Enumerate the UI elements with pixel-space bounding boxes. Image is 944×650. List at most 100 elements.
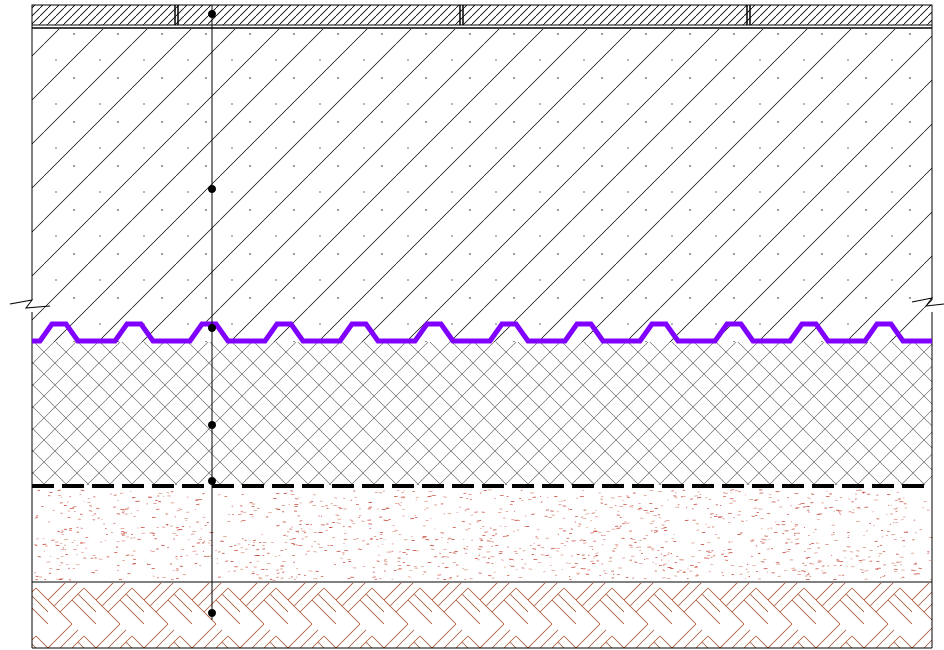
sand-grain <box>675 506 679 508</box>
sand-grain <box>876 518 880 520</box>
sand-grain <box>310 524 313 526</box>
sand-grain <box>383 519 386 521</box>
sand-grain <box>424 500 428 503</box>
sand-grain <box>491 562 494 565</box>
sand-grain <box>880 576 882 579</box>
sand-grain <box>218 551 221 553</box>
sand-grain <box>595 552 599 554</box>
sand-grain <box>176 577 179 579</box>
sand-grain <box>665 520 670 522</box>
sand-grain <box>585 513 590 515</box>
sand-grain <box>658 564 663 567</box>
sand-grain <box>479 546 483 548</box>
sand-grain <box>276 525 280 527</box>
reference-points <box>208 10 216 617</box>
sand-grain <box>431 545 435 547</box>
sand-grain <box>190 533 195 535</box>
sand-grain <box>199 536 202 539</box>
sand-grain <box>49 491 53 493</box>
sand-grain <box>173 538 175 540</box>
sand-grain <box>638 562 643 565</box>
tile-layer <box>31 4 933 26</box>
sand-grain <box>777 499 780 501</box>
sand-grain <box>282 571 285 573</box>
sand-grain <box>872 524 875 526</box>
sand-grain <box>407 576 412 578</box>
sand-grain <box>462 568 465 570</box>
sand-grain <box>639 507 642 509</box>
sand-grain <box>750 555 753 557</box>
sand-grain <box>91 572 95 574</box>
sand-grain <box>674 492 677 494</box>
sand-grain <box>848 498 851 500</box>
sand-grain <box>251 505 255 508</box>
sand-grain <box>478 554 481 556</box>
sand-grain <box>169 525 174 527</box>
sand-grain <box>62 547 65 549</box>
sand-grain <box>790 505 793 507</box>
break-mark <box>911 297 944 307</box>
sand-grain <box>384 559 387 561</box>
sand-grain <box>528 568 533 570</box>
sand-grain <box>299 502 302 504</box>
sand-grain <box>37 489 41 491</box>
sand-grain <box>875 568 879 570</box>
sand-grain <box>684 519 689 521</box>
sand-grain <box>520 489 523 491</box>
sand-grain <box>439 552 441 554</box>
sand-grain <box>448 551 452 554</box>
sand-grain <box>782 551 787 553</box>
sand-grain <box>634 561 638 563</box>
sand-grain <box>80 527 83 529</box>
sand-grain <box>149 532 152 534</box>
sand-grain <box>85 536 89 539</box>
sand-grain <box>690 498 694 500</box>
sand-grain <box>848 511 852 513</box>
sand-grain <box>372 576 376 578</box>
sand-grain <box>463 547 466 549</box>
sand-grain <box>237 513 242 515</box>
sand-grain <box>632 577 635 579</box>
sand-grain <box>52 509 55 512</box>
sand-grain <box>895 507 899 509</box>
sand-grain <box>511 565 515 567</box>
sand-grain <box>355 503 359 506</box>
sand-grain <box>760 538 765 540</box>
sand-grain <box>661 524 665 526</box>
sand-grain <box>639 546 642 548</box>
sand-grain <box>376 560 380 562</box>
sand-grain <box>727 512 732 515</box>
sand-grain <box>441 556 445 558</box>
soil-layer <box>32 583 932 648</box>
sand-grain <box>696 497 702 499</box>
sand-grain <box>195 499 199 501</box>
sand-grain <box>149 549 152 552</box>
sand-grain <box>161 544 165 546</box>
sand-grain <box>370 537 373 539</box>
sand-grain <box>638 508 643 510</box>
sand-grain <box>786 538 791 540</box>
sand-grain <box>807 509 810 511</box>
break-mark <box>9 299 51 309</box>
concrete-layer <box>32 29 932 342</box>
tile-joints <box>174 5 751 25</box>
sand-grain <box>893 508 897 510</box>
sand-grain <box>794 525 797 527</box>
sand-grain <box>451 538 455 540</box>
sand-grain <box>151 551 155 553</box>
sand-grain <box>135 500 140 502</box>
sand-grain <box>37 556 41 558</box>
sand-grain <box>865 530 869 532</box>
sand-grain <box>182 574 187 576</box>
sand-grain <box>744 494 747 496</box>
sand-grain <box>35 575 39 577</box>
sand-grain <box>342 553 345 555</box>
sand-grain <box>60 496 63 498</box>
sand-grain <box>590 532 594 534</box>
sand-grain <box>507 546 509 548</box>
sand-grain <box>674 562 677 564</box>
sand-grain <box>728 551 733 554</box>
sand-grain <box>484 531 488 533</box>
sand-grain <box>290 576 293 578</box>
